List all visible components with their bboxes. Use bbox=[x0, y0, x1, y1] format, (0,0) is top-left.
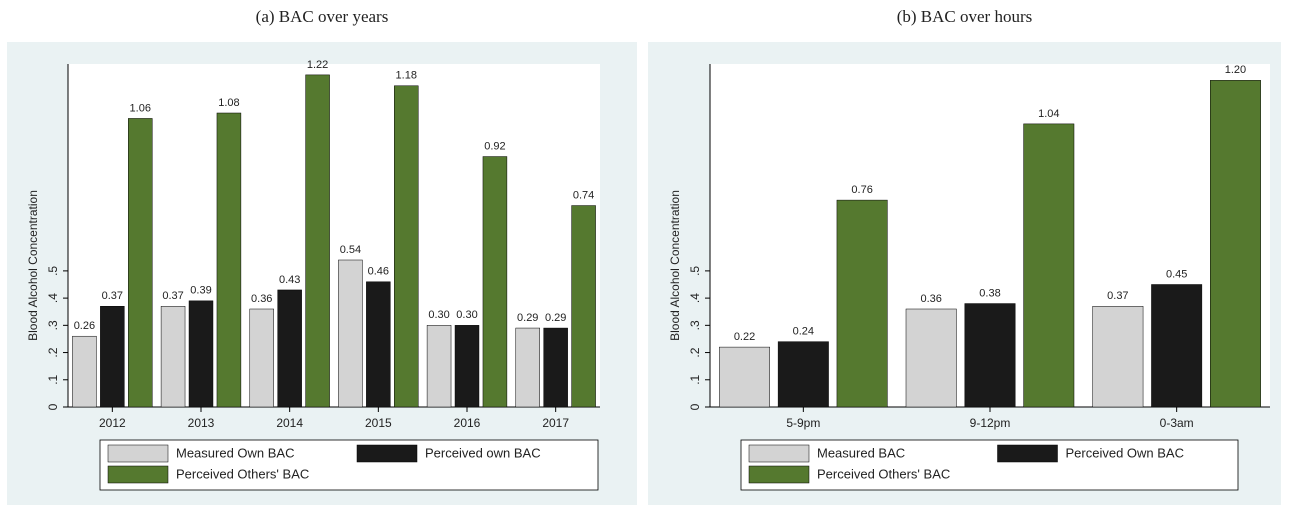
legend-swatch bbox=[748, 444, 810, 463]
bar bbox=[426, 325, 452, 408]
y-tick-label: .5 bbox=[46, 266, 60, 276]
bar bbox=[1151, 284, 1203, 408]
y-tick-label: .4 bbox=[46, 293, 60, 303]
y-tick-label: .1 bbox=[46, 374, 60, 384]
legend-label: Measured Own BAC bbox=[176, 445, 295, 460]
x-tick-label: 9-12pm bbox=[970, 416, 1011, 430]
panel-title: (b) BAC over hours bbox=[897, 7, 1033, 26]
y-tick-label: 0 bbox=[46, 403, 60, 410]
legend-swatch bbox=[107, 465, 169, 484]
bar bbox=[100, 306, 125, 408]
value-label: 0.29 bbox=[517, 312, 538, 324]
bar bbox=[249, 308, 274, 408]
bar bbox=[72, 335, 97, 408]
y-axis-label: Blood Alcohol Concentration bbox=[668, 190, 682, 341]
x-tick-label: 2016 bbox=[454, 416, 481, 430]
legend-swatch bbox=[356, 444, 418, 463]
value-label: 0.36 bbox=[251, 293, 272, 305]
x-tick-label: 5-9pm bbox=[786, 416, 820, 430]
legend-label: Perceived Own BAC bbox=[1066, 445, 1185, 460]
bar bbox=[905, 308, 957, 408]
value-label: 0.43 bbox=[279, 274, 300, 286]
value-label: 0.37 bbox=[1107, 290, 1128, 302]
x-tick-label: 2017 bbox=[542, 416, 569, 430]
x-tick-label: 2012 bbox=[99, 416, 126, 430]
y-tick-label: .1 bbox=[688, 374, 702, 384]
value-label: 0.37 bbox=[102, 290, 123, 302]
y-tick-label: .4 bbox=[688, 293, 702, 303]
bar bbox=[515, 327, 540, 408]
x-tick-label: 0-3am bbox=[1160, 416, 1194, 430]
value-label: 0.30 bbox=[456, 309, 477, 321]
value-label: 0.24 bbox=[793, 326, 814, 338]
value-label: 0.22 bbox=[734, 331, 755, 343]
bar bbox=[482, 156, 508, 408]
bar bbox=[338, 259, 363, 408]
value-label: 1.20 bbox=[1225, 64, 1246, 76]
value-label: 0.30 bbox=[428, 309, 449, 321]
value-label: 0.29 bbox=[545, 312, 566, 324]
y-tick-label: .2 bbox=[46, 347, 60, 357]
legend-box bbox=[99, 439, 599, 491]
value-label: 0.54 bbox=[340, 244, 361, 256]
bar bbox=[188, 300, 214, 408]
bar bbox=[543, 327, 568, 408]
y-axis-label: Blood Alcohol Concentration bbox=[26, 190, 40, 341]
bar bbox=[128, 118, 153, 408]
value-label: 0.45 bbox=[1166, 268, 1187, 280]
plot-area bbox=[68, 64, 600, 407]
legend-swatch bbox=[748, 465, 810, 484]
x-tick-label: 2015 bbox=[365, 416, 392, 430]
panel-title: (a) BAC over years bbox=[256, 7, 389, 26]
bar bbox=[571, 205, 596, 408]
bar bbox=[394, 85, 419, 408]
bar bbox=[216, 112, 242, 408]
bar bbox=[719, 346, 770, 408]
bar bbox=[836, 199, 888, 408]
value-label: 0.46 bbox=[368, 266, 389, 278]
value-label: 0.39 bbox=[190, 285, 211, 297]
legend-label: Perceived own BAC bbox=[425, 445, 541, 460]
legend-box bbox=[740, 439, 1239, 491]
y-tick-label: 0 bbox=[688, 403, 702, 410]
value-label: 1.06 bbox=[130, 102, 151, 114]
bar bbox=[160, 306, 186, 408]
value-label: 0.92 bbox=[484, 140, 505, 152]
bar bbox=[777, 341, 829, 408]
y-tick-label: .5 bbox=[688, 266, 702, 276]
legend-label: Perceived Others' BAC bbox=[176, 466, 309, 481]
value-label: 1.22 bbox=[307, 59, 328, 71]
bar bbox=[454, 325, 480, 408]
x-tick-label: 2014 bbox=[276, 416, 303, 430]
legend-swatch bbox=[997, 444, 1058, 463]
y-tick-label: .3 bbox=[46, 320, 60, 330]
value-label: 0.26 bbox=[74, 320, 95, 332]
y-tick-label: .2 bbox=[688, 347, 702, 357]
bar bbox=[305, 74, 330, 408]
value-label: 0.74 bbox=[573, 189, 594, 201]
value-label: 1.18 bbox=[396, 70, 417, 82]
bar bbox=[366, 281, 391, 408]
bar bbox=[277, 289, 302, 408]
value-label: 0.38 bbox=[979, 287, 1000, 299]
bar bbox=[1092, 306, 1144, 408]
value-label: 0.36 bbox=[920, 293, 941, 305]
legend-label: Measured BAC bbox=[817, 445, 905, 460]
value-label: 0.37 bbox=[162, 290, 183, 302]
legend-swatch bbox=[107, 444, 169, 463]
bar bbox=[1023, 123, 1075, 408]
value-label: 1.08 bbox=[218, 97, 239, 109]
x-tick-label: 2013 bbox=[188, 416, 215, 430]
bar bbox=[964, 303, 1016, 408]
value-label: 1.04 bbox=[1038, 108, 1059, 120]
value-label: 0.76 bbox=[851, 184, 872, 196]
y-tick-label: .3 bbox=[688, 320, 702, 330]
bar bbox=[1210, 80, 1261, 408]
legend-label: Perceived Others' BAC bbox=[817, 466, 950, 481]
